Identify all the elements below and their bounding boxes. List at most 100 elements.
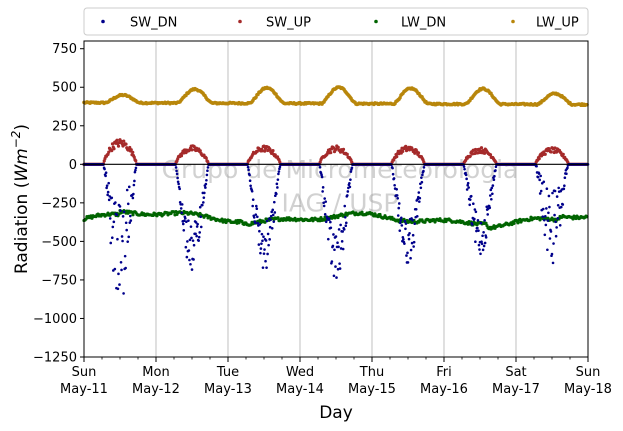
point-sw-dn [480,240,483,244]
point-sw-dn [400,224,404,227]
point-sw-dn [126,240,130,243]
point-sw-dn [180,203,184,206]
point-sw-dn [199,215,203,219]
point-sw-dn [551,191,554,195]
point-sw-dn [463,167,466,171]
point-sw-dn [335,276,338,279]
point-sw-dn [105,184,109,187]
y-tick-label: −750 [41,273,77,288]
point-sw-dn [189,262,192,266]
point-sw-dn [323,213,327,216]
point-sw-dn [184,217,187,220]
point-sw-dn [175,169,178,173]
point-sw-dn [182,219,186,223]
point-sw-dn [469,194,473,198]
point-sw-dn [175,172,179,176]
point-sw-dn [332,274,336,278]
point-sw-dn [542,218,546,222]
point-sw-dn [475,229,478,233]
point-sw-dn [116,237,119,241]
point-sw-dn [190,236,193,240]
legend-label-lw-dn: LW_DN [401,16,446,31]
point-sw-dn [189,225,193,228]
point-sw-dn [409,256,412,260]
point-sw-dn [488,206,492,210]
point-sw-dn [177,182,180,186]
point-sw-up [192,144,196,149]
point-sw-dn [179,207,183,210]
point-sw-dn [405,254,408,257]
point-sw-up [110,142,115,146]
point-sw-dn [257,243,261,246]
point-sw-dn [349,178,352,181]
point-sw-dn [468,198,472,201]
point-sw-dn [343,204,347,208]
point-sw-dn [259,247,263,250]
point-sw-dn [190,268,194,271]
point-sw-dn [198,231,202,234]
point-sw-dn [565,172,568,176]
point-sw-dn [331,244,335,248]
point-sw-dn [107,198,111,202]
point-sw-dn [253,221,257,225]
point-sw-dn [205,178,208,182]
x-tick-label-date: May-14 [276,382,324,397]
point-sw-dn [185,220,188,224]
point-sw-dn [264,259,267,263]
point-sw-dn [322,201,325,205]
legend-marker-sw-dn [101,19,105,24]
point-sw-dn [391,172,395,176]
point-sw-dn [493,174,496,178]
point-sw-up [115,138,119,142]
point-sw-up [179,154,184,158]
point-sw-dn [259,251,262,255]
x-tick-label-date: May-16 [420,382,468,397]
point-sw-dn [268,225,272,229]
point-sw-dn [271,208,275,212]
point-sw-dn [324,220,328,224]
point-sw-dn [554,220,557,224]
y-axis-title-unit: Wm [12,148,32,181]
point-sw-dn [422,166,426,169]
point-sw-up [537,157,541,161]
point-lw-dn [512,221,516,226]
point-sw-dn [563,176,567,180]
point-sw-dn [409,248,413,252]
point-sw-dn [132,192,135,196]
point-sw-dn [483,219,486,222]
point-sw-dn [133,170,137,174]
point-sw-up [341,147,346,151]
point-sw-up [128,145,132,150]
point-sw-dn [420,180,424,184]
point-sw-dn [536,175,540,179]
point-sw-dn [344,221,348,225]
point-sw-dn [116,287,120,291]
point-sw-dn [399,219,403,222]
point-sw-up [124,142,128,146]
point-sw-dn [109,241,113,245]
point-sw-dn [277,172,280,176]
point-sw-dn [556,203,560,207]
point-sw-dn [199,225,203,229]
point-sw-dn [550,252,554,256]
point-sw-dn [197,239,200,242]
point-sw-dn [261,239,264,243]
point-sw-dn [402,237,405,241]
point-sw-dn [545,207,548,210]
point-sw-dn [206,169,209,173]
x-tick-label-date: May-15 [348,382,396,397]
point-sw-dn [558,224,562,227]
point-sw-dn [132,183,136,187]
point-sw-dn [321,186,325,189]
point-sw-dn [482,244,486,248]
point-sw-dn [554,234,558,238]
point-sw-dn [275,192,278,196]
point-sw-dn [494,165,498,169]
point-sw-dn [108,217,112,220]
point-sw-up [129,148,133,152]
point-sw-dn [556,217,559,220]
x-tick-label-date: May-18 [564,382,612,397]
point-sw-dn [248,179,252,183]
point-sw-dn [104,171,108,175]
point-sw-dn [474,210,478,214]
